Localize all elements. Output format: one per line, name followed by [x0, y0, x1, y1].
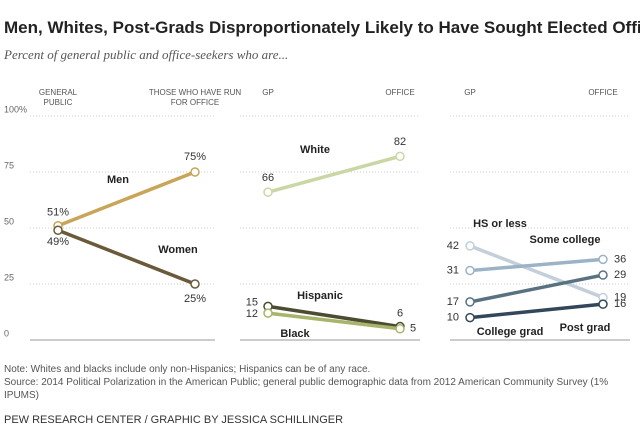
slope-line — [267, 304, 401, 329]
value-label: 31 — [447, 264, 459, 276]
series-label: Black — [280, 328, 310, 340]
point — [465, 297, 475, 307]
value-label: 51% — [47, 207, 69, 219]
value-label: 29 — [614, 269, 626, 281]
value-label: 75% — [184, 151, 206, 163]
slope-line — [469, 302, 604, 320]
slope-line — [267, 154, 401, 194]
point — [598, 254, 608, 265]
slope-line — [57, 170, 196, 228]
slope-line — [469, 244, 604, 300]
source: Source: 2014 Political Polarization in t… — [4, 377, 609, 401]
point — [395, 324, 405, 334]
point — [263, 187, 273, 197]
point — [53, 225, 63, 235]
footer: PEW RESEARCH CENTER / GRAPHIC BY JESSICA… — [4, 414, 344, 426]
x-category-label: GP — [464, 88, 476, 97]
point — [598, 299, 608, 309]
value-label: 6 — [397, 307, 403, 319]
value-label: 12 — [246, 308, 258, 320]
value-label: 16 — [614, 298, 626, 310]
value-label: 49% — [47, 236, 69, 248]
series-label: White — [300, 144, 330, 156]
y-tick-label: 25 — [4, 272, 14, 282]
value-label: 15 — [246, 296, 258, 308]
value-label: 17 — [447, 296, 459, 308]
point — [598, 270, 608, 280]
point — [465, 265, 475, 276]
slope-line — [267, 311, 401, 331]
value-label: 19 — [614, 291, 626, 303]
slope-line — [469, 257, 604, 273]
slope-line — [57, 228, 196, 286]
point — [395, 151, 405, 162]
point — [465, 312, 475, 323]
value-label: 36 — [614, 253, 626, 265]
subtitle: Percent of general public and office-see… — [4, 47, 289, 62]
point — [465, 241, 475, 251]
series-label: College grad — [477, 326, 544, 338]
x-category-label: OFFICE — [385, 88, 415, 97]
slope-line — [469, 273, 604, 304]
x-category-label: OFFICE — [588, 88, 618, 97]
value-label: 42 — [447, 240, 459, 252]
value-label: 10 — [447, 312, 459, 324]
y-tick-label: 0 — [4, 328, 9, 338]
y-tick-label: 50 — [4, 216, 14, 226]
x-category-label: GP — [262, 88, 274, 97]
series-label: Women — [158, 244, 198, 256]
x-category-label: GENERAL PUBLIC — [38, 88, 78, 107]
series-label: Hispanic — [297, 290, 343, 302]
point — [263, 308, 273, 318]
series-label: Some college — [530, 234, 601, 246]
value-label: 5 — [410, 323, 416, 335]
series-label: HS or less — [473, 218, 527, 230]
note: Note: Whites and blacks include only non… — [4, 364, 371, 375]
title: Men, Whites, Post-Grads Disproportionate… — [4, 18, 640, 37]
point — [190, 279, 200, 289]
y-tick-label: 75 — [4, 160, 14, 170]
series-label: Post grad — [560, 322, 611, 334]
x-category-label: THOSE WHO HAVE RUN FOR OFFICE — [148, 88, 242, 107]
value-label: 25% — [184, 293, 206, 305]
point — [190, 167, 200, 177]
value-label: 66 — [262, 172, 274, 184]
series-label: Men — [107, 174, 129, 186]
y-tick-label: 100% — [4, 104, 27, 114]
value-label: 82 — [394, 136, 406, 148]
